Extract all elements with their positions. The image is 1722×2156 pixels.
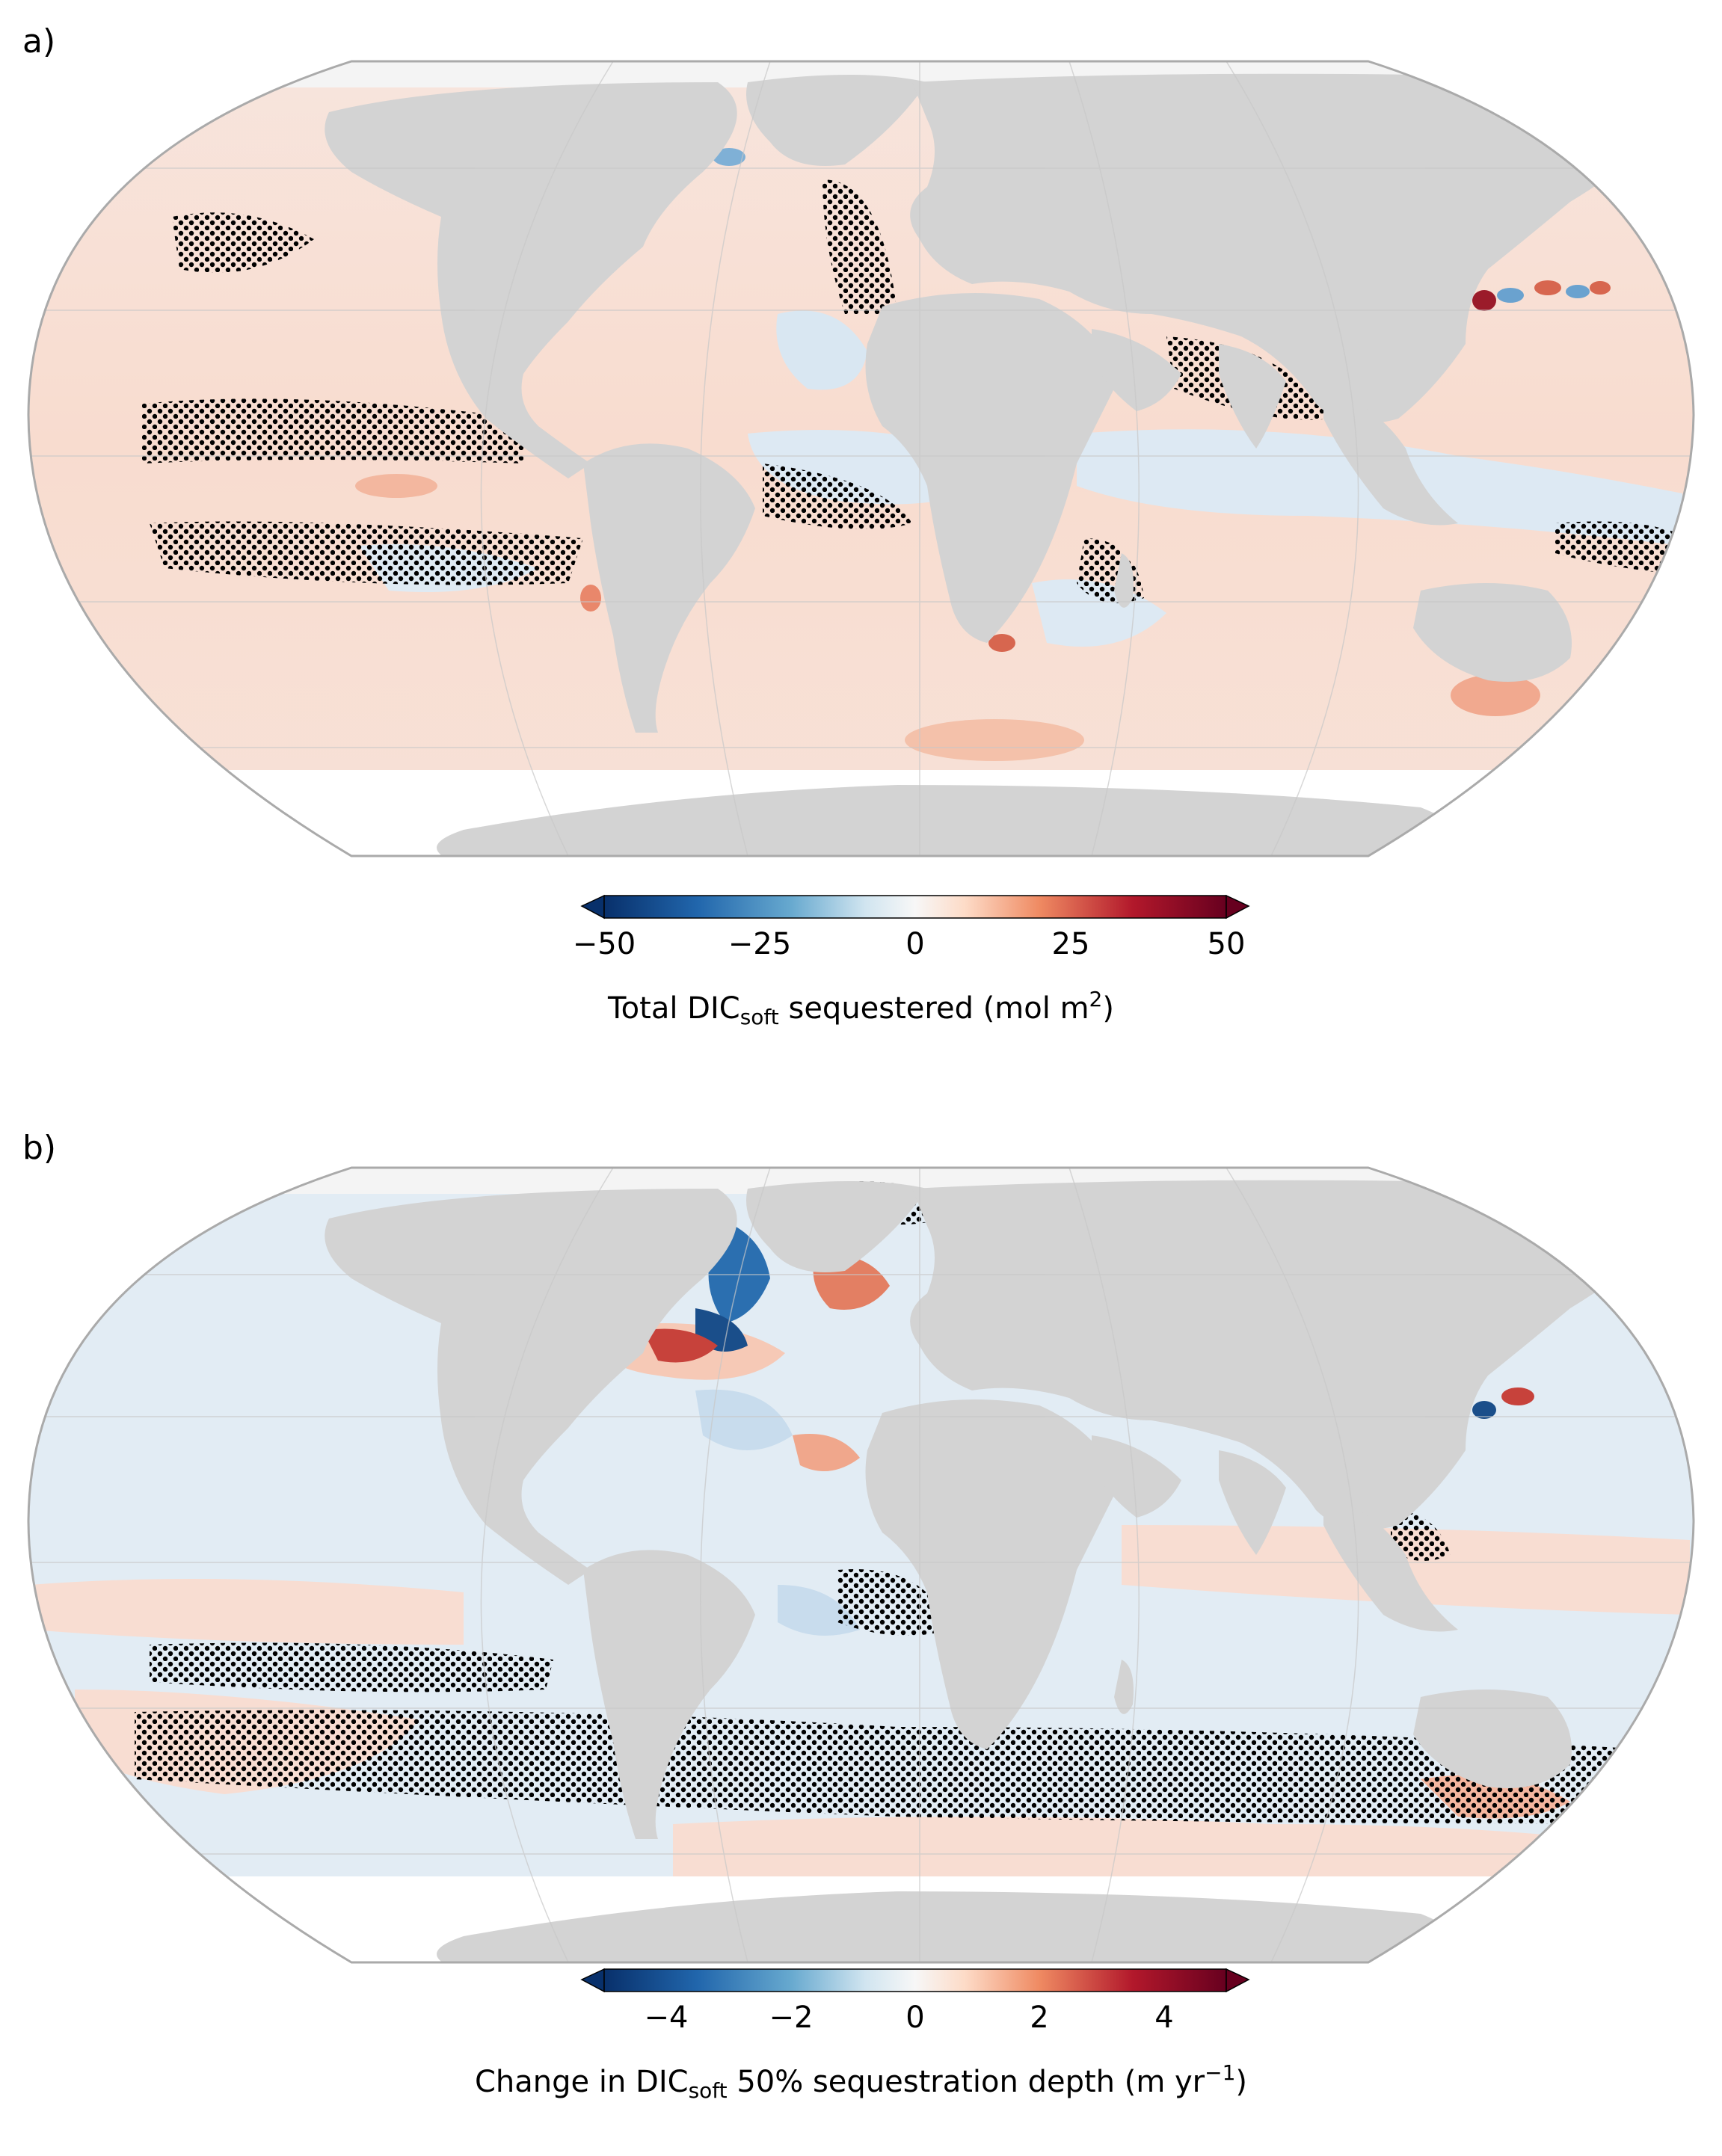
stipple-westpac-b: [1391, 1510, 1451, 1561]
pos-region-canary-b: [793, 1434, 860, 1471]
neg-region-midatlantic-b: [695, 1389, 793, 1450]
stipple-south-pacific-a: [150, 521, 583, 585]
pos-anomaly-agulhas-a: [988, 634, 1015, 652]
pos-anomaly-pacific-a: [355, 474, 437, 498]
colorbar-bar-b: [580, 1968, 1250, 1993]
colorbar-tick-b-3: 2: [1030, 2001, 1049, 2035]
australia-land-a: [1413, 583, 1572, 682]
colorbar-tick-a-3: 25: [1051, 927, 1090, 961]
colorbar-tick-b-0: −4: [644, 2001, 689, 2035]
pos-region-pacific-b: [30, 1579, 464, 1645]
madagascar-land-b: [1114, 1660, 1134, 1714]
newzealand-land-b: [1615, 1764, 1633, 1804]
africa-land-b: [865, 1399, 1122, 1749]
panel-label-a: a): [22, 22, 56, 61]
neg-anomaly-labrador-a: [713, 148, 745, 166]
arabia-land-b: [1092, 1435, 1181, 1518]
colorbar-tick-b-4: 4: [1154, 2001, 1174, 2035]
colorbar-bar-a: [580, 894, 1250, 920]
india-land-a: [1219, 344, 1286, 449]
stipple-southern-b: [135, 1710, 1645, 1824]
south-america-land-b: [583, 1550, 755, 1839]
neg-region-atlantic-a: [776, 310, 867, 390]
pos-anomaly-south-a: [905, 719, 1084, 761]
graticule-b: [28, 1168, 1694, 1962]
stipple-northpacific-a: [172, 212, 314, 273]
southeast-asia-land-b: [1323, 1495, 1458, 1632]
north-america-land-b: [325, 1189, 737, 1585]
africa-land-a: [865, 293, 1122, 643]
colorbar-tick-a-2: 0: [905, 927, 925, 961]
antarctica-land-b: [437, 1891, 1458, 1962]
australia-land-b: [1413, 1690, 1572, 1788]
stipple-westpacific-a: [1555, 521, 1690, 576]
panel-a: a): [0, 0, 1722, 1077]
europe-asia-land-a: [910, 73, 1645, 424]
graticule-a: [28, 61, 1694, 856]
neg-anomaly-kuroshio2-a: [1566, 285, 1590, 298]
colorbar-tick-a-0: −50: [572, 927, 636, 961]
colorbar-tick-a-4: 50: [1207, 927, 1246, 961]
land-a: [325, 73, 1645, 856]
stipple-pacific-a: [142, 398, 523, 463]
japan-land-b: [1458, 1351, 1484, 1392]
stipple-north-atlantic-a: [822, 179, 897, 314]
europe-asia-land-b: [910, 1180, 1645, 1530]
colorbar-title-b: Change in DICsoft 50% sequestration dept…: [474, 2060, 1248, 2103]
greenland-land-b: [746, 1181, 927, 1272]
neg-anomaly-kuroshio-b: [1472, 1401, 1496, 1419]
colorbar-tick-b-1: −2: [769, 2001, 814, 2035]
map-b: [27, 1166, 1695, 1964]
pos-anomaly-kuroshio3-a: [1590, 281, 1611, 295]
map-border-a: [27, 60, 1695, 857]
stipple-pacific-b: [150, 1642, 553, 1693]
antarctica-land-a: [437, 785, 1458, 856]
panel-label-b: b): [22, 1129, 57, 1167]
stipple-south-atlantic-a: [763, 463, 912, 529]
panel-b: b): [0, 1106, 1722, 2156]
north-america-land-a: [325, 82, 737, 478]
greenland-land-a: [746, 75, 927, 166]
madagascar-land-a: [1114, 553, 1134, 608]
india-land-b: [1219, 1450, 1286, 1555]
pos-anomaly-chile-a: [580, 585, 601, 612]
map-border-b: [27, 1166, 1695, 1964]
pos-anomaly-kuroshio-a: [1472, 290, 1496, 311]
south-america-land-a: [583, 443, 755, 733]
pos-anomaly-kuroshio-b: [1501, 1387, 1534, 1405]
southeast-asia-land-a: [1323, 389, 1458, 526]
land-b: [325, 1180, 1645, 1962]
colorbar-title-a: Total DICsoft sequestered (mol m2): [608, 987, 1114, 1029]
japan-land-a: [1458, 244, 1484, 286]
pos-anomaly-gulfstream-b: [643, 1328, 718, 1363]
pos-region-southern-b: [673, 1817, 1645, 1876]
stipple-atlantic-b: [837, 1569, 950, 1636]
pos-anomaly-tasman-a: [1451, 674, 1540, 716]
map-a: [27, 60, 1695, 857]
arabia-land-a: [1092, 329, 1181, 411]
newzealand-land-a: [1615, 658, 1633, 697]
pos-anomaly-kuroshio2-a: [1534, 280, 1561, 295]
neg-anomaly-kuroshio-a: [1497, 288, 1524, 303]
colorbar-tick-b-2: 0: [905, 2001, 925, 2035]
neg-region-southatl-b: [778, 1585, 860, 1636]
colorbar-tick-a-1: −25: [728, 927, 792, 961]
